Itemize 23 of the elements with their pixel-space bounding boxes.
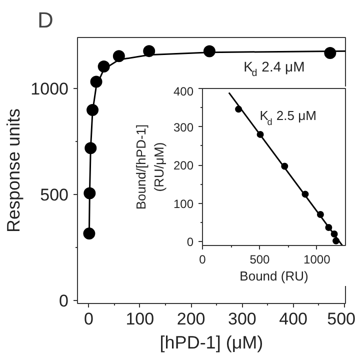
x-tick-label: 0 — [199, 252, 206, 266]
y-tick-label: 0 — [186, 235, 194, 250]
x-axis-title: [hPD-1] (μM) — [160, 332, 264, 352]
point — [143, 45, 156, 58]
y-tick-label: 0 — [59, 291, 69, 310]
text: D — [38, 8, 54, 32]
point — [83, 228, 96, 240]
x-tick-label: 1000 — [304, 252, 331, 266]
y-tick-label: 400 — [173, 84, 194, 98]
y-tick-label: 300 — [173, 120, 194, 134]
y-tick-label: 500 — [40, 185, 69, 204]
x-tick-label: 500 — [327, 310, 355, 328]
y-axis-title: Bound/[hPD-1] (RU/μM) — [133, 124, 166, 210]
x-tick-label: 500 — [250, 252, 270, 266]
x-tick-label: 100 — [126, 310, 154, 328]
y-tick-label: 200 — [173, 158, 194, 173]
y-axis-title: Response units — [4, 108, 24, 233]
x-axis-title: Bound (RU) — [240, 268, 308, 284]
x-tick-label: 400 — [279, 310, 308, 328]
x-tick-label: 300 — [228, 310, 256, 328]
x-tick-label: 0 — [84, 310, 94, 328]
y-tick-label: 100 — [173, 196, 194, 211]
y-tick-label: 1000 — [30, 79, 69, 98]
